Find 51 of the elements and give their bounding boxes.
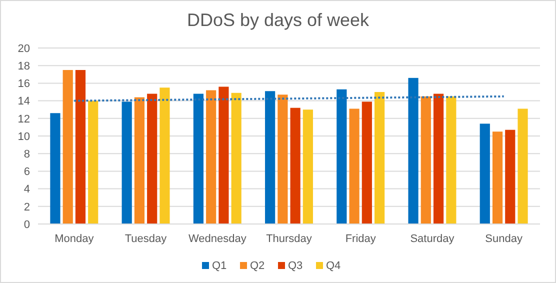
bar: [492, 132, 503, 224]
bar: [193, 94, 204, 224]
bar: [88, 100, 98, 224]
x-tick-label: Friday: [345, 233, 376, 245]
bar: [62, 70, 73, 224]
x-tick-label: Wednesday: [188, 233, 247, 245]
y-tick-label: 8: [24, 148, 30, 160]
legend-label: Q4: [326, 260, 341, 272]
x-tick-label: Monday: [54, 233, 94, 245]
y-tick-label: 20: [18, 42, 30, 55]
y-tick-label: 16: [18, 78, 30, 90]
bar: [408, 78, 418, 224]
bar: [160, 88, 170, 224]
bar: [122, 102, 132, 224]
x-tick-label: Sunday: [485, 233, 523, 245]
bar: [374, 92, 385, 224]
bar: [50, 113, 60, 224]
bar: [75, 70, 86, 224]
bar: [265, 91, 276, 224]
bar: [278, 94, 288, 224]
y-tick-label: 6: [24, 166, 30, 178]
x-tick-label: Thursday: [266, 233, 312, 245]
bar: [218, 86, 229, 224]
bar: [362, 102, 372, 224]
bar: [290, 108, 300, 224]
bar: [302, 110, 313, 224]
y-tick-label: 18: [18, 60, 30, 72]
x-tick-label: Saturday: [410, 233, 455, 245]
y-tick-label: 2: [24, 201, 30, 214]
legend-label: Q1: [212, 260, 227, 272]
y-tick-label: 4: [24, 184, 30, 196]
chart-title: DDoS by days of week: [186, 10, 370, 30]
legend-label: Q2: [250, 260, 265, 272]
y-tick-label: 12: [18, 113, 30, 126]
bar: [480, 124, 490, 224]
bar: [134, 97, 145, 224]
y-tick-label: 14: [18, 96, 30, 108]
y-tick-label: 10: [18, 130, 30, 143]
bar: [349, 108, 360, 224]
y-tick-label: 0: [24, 218, 30, 231]
x-tick-label: Tuesday: [124, 233, 168, 245]
legend-label: Q3: [288, 260, 303, 272]
bar: [446, 96, 456, 224]
bar: [231, 92, 242, 224]
bar: [147, 94, 158, 224]
bar: [433, 94, 444, 224]
bar: [505, 130, 516, 224]
bar: [518, 108, 528, 224]
bar: [206, 90, 216, 224]
bar: [336, 89, 347, 224]
bar: [420, 96, 431, 224]
